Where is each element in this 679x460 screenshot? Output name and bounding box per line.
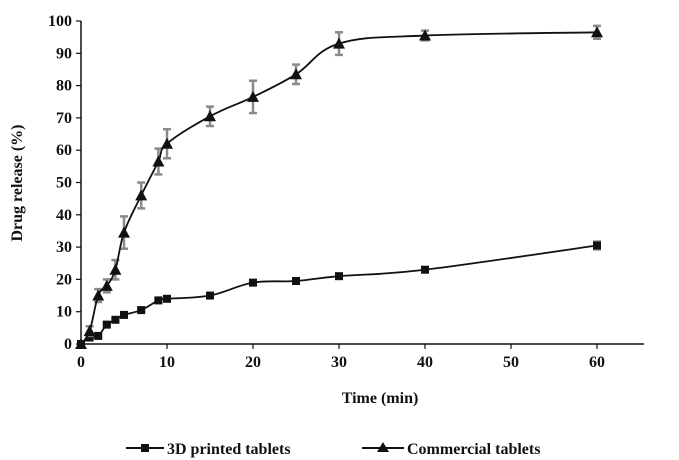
- series-line: [80, 244, 598, 345]
- y-tick-label: 40: [56, 207, 72, 224]
- x-tick-label: 0: [77, 354, 85, 371]
- legend-item-commercial: Commercial tablets: [362, 441, 540, 458]
- data-point-triangle: [83, 325, 96, 337]
- data-point-triangle: [152, 155, 165, 167]
- x-tick-label: 10: [159, 354, 175, 371]
- data-point-triangle: [290, 68, 302, 80]
- data-point-triangle: [92, 289, 105, 301]
- data-point-square: [154, 296, 163, 305]
- x-tick-label: 40: [417, 354, 433, 371]
- y-tick-label: 50: [56, 175, 72, 192]
- data-point-square: [120, 310, 128, 319]
- data-point-square: [421, 265, 429, 274]
- legend-item-3d-printed: 3D printed tablets: [126, 441, 291, 458]
- data-point-triangle: [204, 110, 216, 122]
- y-tick-label: 0: [64, 336, 72, 353]
- y-tick-label: 20: [56, 271, 72, 288]
- data-point-triangle: [109, 263, 122, 275]
- y-tick-label: 90: [56, 45, 72, 62]
- y-axis-title: Drug release (%): [9, 125, 26, 242]
- y-ticks: 0 10 20 30 40 50 60 70 80 90 100: [48, 13, 81, 353]
- data-point-triangle: [135, 189, 148, 201]
- data-point-square: [111, 315, 120, 324]
- data-point-square: [85, 333, 94, 342]
- data-point-square: [335, 272, 343, 281]
- y-tick-label: 30: [56, 239, 72, 256]
- data-point-triangle: [247, 90, 259, 102]
- x-tick-label: 30: [331, 354, 347, 371]
- x-tick-label: 60: [589, 354, 605, 371]
- data-point-square: [163, 294, 171, 303]
- series-layer: [75, 24, 603, 349]
- data-point-triangle: [591, 26, 603, 38]
- data-point-square: [292, 277, 300, 286]
- data-point-square: [102, 320, 111, 329]
- data-point-square: [137, 306, 146, 315]
- y-tick-label: 60: [56, 142, 72, 159]
- series-commercial: [75, 24, 603, 349]
- y-tick-label: 80: [56, 78, 72, 95]
- series-3d-printed: [77, 240, 601, 348]
- legend-label-commercial: Commercial tablets: [407, 441, 540, 458]
- legend-marker-triangle: [377, 442, 389, 452]
- y-tick-label: 10: [56, 304, 72, 321]
- x-tick-label: 20: [245, 354, 261, 371]
- data-point-triangle: [333, 37, 345, 49]
- data-point-square: [206, 291, 214, 300]
- legend: 3D printed tablets Commercial tablets: [126, 441, 540, 458]
- x-ticks: 0 10 20 30 40 50 60: [77, 344, 605, 371]
- data-point-triangle: [118, 226, 130, 238]
- legend-label-3d-printed: 3D printed tablets: [167, 441, 291, 458]
- legend-marker-square: [141, 444, 149, 452]
- x-axis-title: Time (min): [342, 390, 419, 407]
- data-point-square: [249, 278, 257, 287]
- data-point-triangle: [75, 338, 87, 349]
- y-tick-label: 100: [48, 13, 72, 30]
- data-point-triangle: [161, 137, 173, 149]
- data-point-triangle: [419, 29, 431, 41]
- data-point-square: [94, 331, 103, 340]
- data-point-square: [593, 241, 601, 250]
- data-point-triangle: [100, 279, 113, 291]
- x-tick-label: 50: [503, 354, 519, 371]
- y-tick-label: 70: [56, 110, 72, 127]
